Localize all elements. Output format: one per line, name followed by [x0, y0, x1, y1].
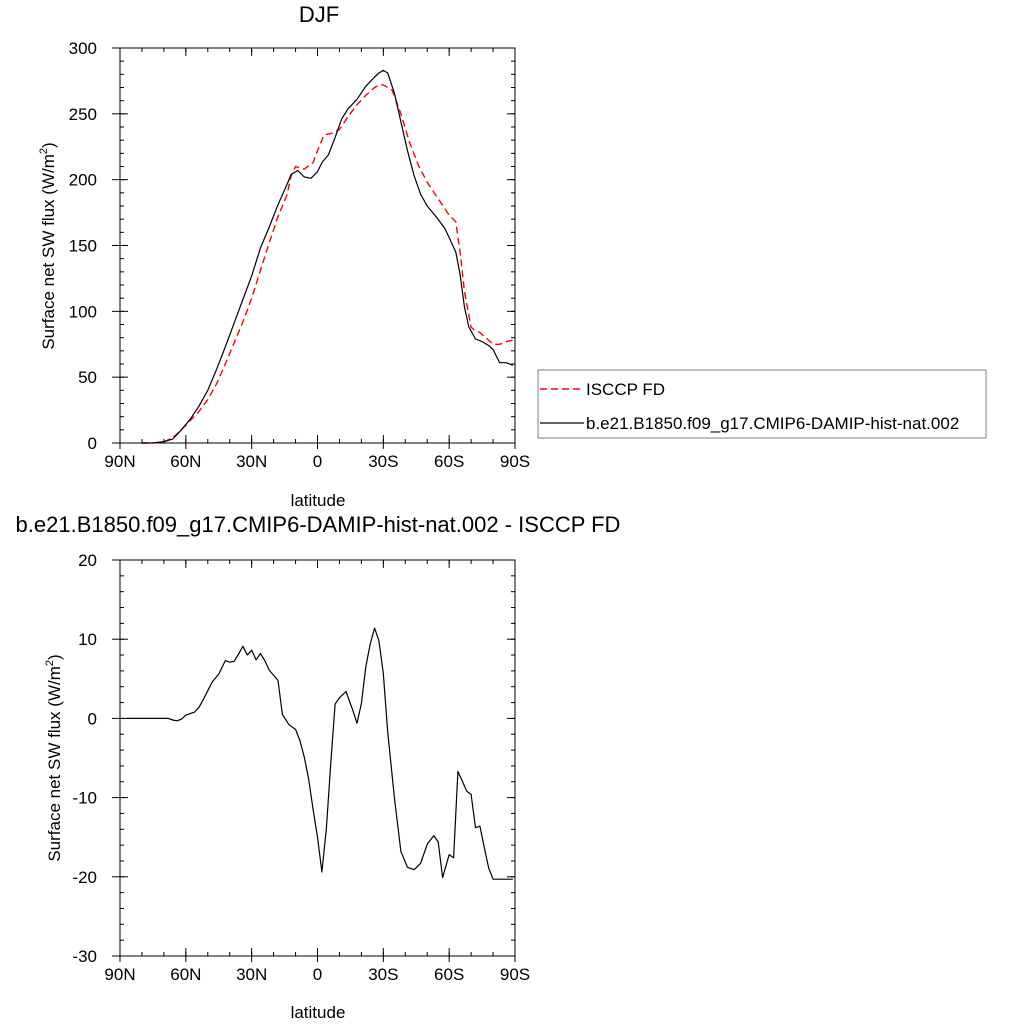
- top-y-tick-label: 250: [69, 105, 97, 124]
- top-major-ticks: [112, 47, 516, 449]
- top-y-tick-label: 0: [88, 434, 97, 453]
- top-model-line: [141, 69, 514, 444]
- bottom-x-tick-label: 30S: [368, 965, 398, 984]
- top-x-tick-label: 60S: [434, 452, 464, 471]
- bottom-panel: b.e21.B1850.f09_g17.CMIP6-DAMIP-hist-nat…: [16, 512, 621, 1022]
- top-x-tick-label: 30S: [368, 452, 398, 471]
- legend-label-model: b.e21.B1850.f09_g17.CMIP6-DAMIP-hist-nat…: [586, 414, 959, 433]
- top-x-tick-label: 0: [313, 452, 322, 471]
- bottom-y-tick-label: 10: [78, 630, 97, 649]
- legend-label-isccp: ISCCP FD: [586, 380, 665, 399]
- top-y-tick-label: 200: [69, 171, 97, 190]
- top-x-tick-labels: 90N 60N 30N 0 30S 60S 90S: [104, 452, 530, 471]
- top-x-tick-label: 90S: [500, 452, 530, 471]
- bottom-y-axis-label-tail: ): [45, 654, 64, 660]
- bottom-y-axis-label-sup: 2: [44, 660, 56, 666]
- top-x-tick-label: 60N: [170, 452, 201, 471]
- bottom-major-ticks: [112, 559, 516, 962]
- top-plot-frame: [119, 47, 516, 444]
- top-y-axis-label-main: Surface net SW flux (W/m: [39, 154, 58, 350]
- bottom-x-tick-label: 0: [313, 965, 322, 984]
- top-x-tick-label: 90N: [104, 452, 135, 471]
- top-x-axis-label: latitude: [291, 491, 346, 510]
- top-y-tick-label: 150: [69, 237, 97, 256]
- top-panel: DJF 90N 60N 30N 0 30S 60S 90S 0 50 100 150 200 250 3…: [38, 2, 987, 510]
- bottom-y-tick-label: -30: [72, 947, 97, 966]
- bottom-x-tick-label: 60S: [434, 965, 464, 984]
- legend-box: [537, 369, 987, 439]
- top-x-tick-label: 30N: [236, 452, 267, 471]
- bottom-chart-title: b.e21.B1850.f09_g17.CMIP6-DAMIP-hist-nat…: [16, 512, 621, 537]
- bottom-difference-line: [126, 627, 513, 880]
- bottom-series-layer: [126, 627, 513, 880]
- bottom-y-tick-labels: -30 -20 -10 0 10 20: [72, 551, 97, 966]
- legend: ISCCP FD b.e21.B1850.f09_g17.CMIP6-DAMIP…: [537, 369, 987, 439]
- bottom-x-tick-label: 90N: [104, 965, 135, 984]
- bottom-y-tick-label: 0: [88, 709, 97, 728]
- top-y-tick-labels: 0 50 100 150 200 250 300: [69, 39, 97, 453]
- top-y-tick-label: 50: [78, 368, 97, 387]
- bottom-x-tick-label: 60N: [170, 965, 201, 984]
- top-y-tick-label: 300: [69, 39, 97, 58]
- bottom-plot-frame: [119, 559, 516, 957]
- top-y-tick-label: 100: [69, 302, 97, 321]
- top-y-axis-label: Surface net SW flux (W/m2): [38, 142, 58, 349]
- top-y-axis-label-sup: 2: [38, 148, 50, 154]
- top-y-axis-label-tail: ): [39, 142, 58, 148]
- bottom-y-axis-label: Surface net SW flux (W/m2): [44, 654, 64, 861]
- bottom-x-tick-labels: 90N 60N 30N 0 30S 60S 90S: [104, 965, 530, 984]
- bottom-y-tick-label: -20: [72, 868, 97, 887]
- bottom-x-tick-label: 30N: [236, 965, 267, 984]
- top-series-layer: [141, 69, 514, 444]
- bottom-minor-ticks: [119, 559, 516, 957]
- bottom-x-axis-label: latitude: [291, 1003, 346, 1022]
- top-minor-ticks: [119, 47, 516, 444]
- bottom-y-tick-label: -10: [72, 789, 97, 808]
- bottom-y-tick-label: 20: [78, 551, 97, 570]
- bottom-x-tick-label: 90S: [500, 965, 530, 984]
- top-isccp-fd-line: [141, 84, 513, 444]
- bottom-y-axis-label-main: Surface net SW flux (W/m: [45, 666, 64, 862]
- top-chart-title: DJF: [299, 2, 339, 27]
